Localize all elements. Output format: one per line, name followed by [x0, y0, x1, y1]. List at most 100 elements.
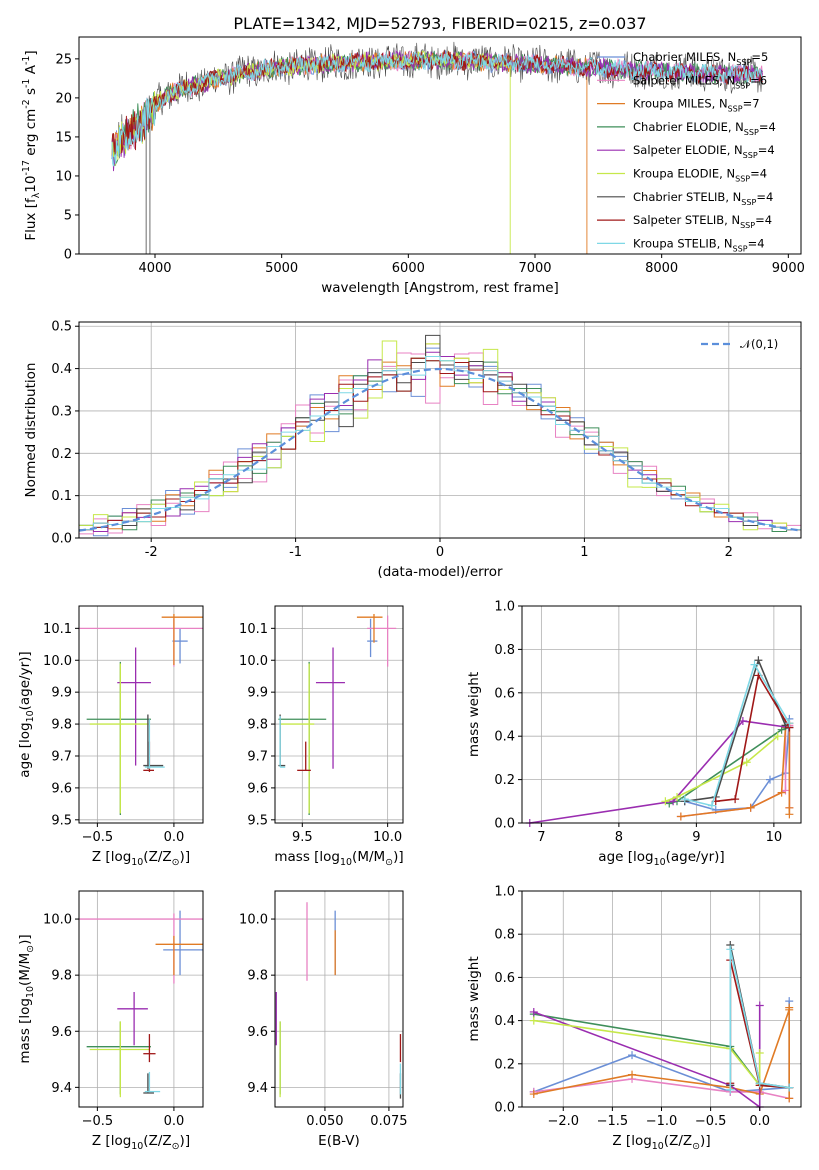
- weight-marker: [628, 1070, 637, 1079]
- y-tick-label: 25: [55, 52, 72, 67]
- errorbar-kroupa-elodie: [280, 663, 315, 814]
- weight-marker: [785, 810, 794, 819]
- y-tick-label: 10.0: [239, 913, 268, 928]
- weight-marker: [750, 660, 759, 669]
- errorbar-kroupa-miles: [155, 935, 203, 976]
- x-tick-label: 9000: [772, 261, 805, 276]
- y-tick-label: 0.0: [494, 1101, 515, 1116]
- weight-marker: [529, 1090, 538, 1099]
- errorbar-kroupa-stelib: [144, 719, 165, 769]
- weight-marker: [754, 656, 763, 665]
- weight-marker: [785, 1003, 794, 1012]
- y-tick-label: 0.5: [51, 320, 72, 335]
- weight-marker: [755, 1001, 764, 1010]
- y-tick-label: 1.0: [494, 885, 515, 900]
- weight-marker: [777, 788, 786, 797]
- x-tick-label: 5000: [265, 261, 298, 276]
- weight-marker: [726, 1085, 735, 1094]
- y-tick-label: 20: [55, 91, 72, 106]
- legend-entry: Chabrier ELODIE, NSSP=4: [633, 120, 776, 137]
- y-tick-label: 9.6: [51, 781, 72, 796]
- x-tick-label: 9: [692, 830, 700, 845]
- y-axis-label: age [log10(age/yr)]: [17, 651, 36, 777]
- weight-marker: [628, 1051, 637, 1060]
- spectrum-kroupa-stelib: [111, 50, 763, 167]
- errorbar-kroupa-stelib: [279, 716, 286, 768]
- x-tick-label: 6000: [392, 261, 425, 276]
- y-tick-label: 9.7: [247, 749, 268, 764]
- y-tick-label: 9.7: [51, 749, 72, 764]
- y-tick-label: 0.4: [51, 362, 72, 377]
- y-tick-label: 1.0: [494, 600, 515, 615]
- y-tick-label: 0.0: [51, 532, 72, 547]
- weight-marker: [742, 758, 751, 767]
- weights-kroupa-stelib: [680, 660, 794, 810]
- x-axis-label: (data-model)/error: [377, 564, 503, 580]
- legend-entry: Salpeter MILES, NSSP=6: [633, 73, 767, 90]
- plot-frame: [274, 890, 404, 1108]
- x-tick-label: −0.5: [82, 1114, 114, 1129]
- weights-kroupa-elodie: [661, 732, 782, 806]
- y-tick-label: 15: [55, 130, 72, 145]
- errorbar-chabrier-miles: [172, 628, 188, 664]
- spectrum-legend: Chabrier MILES, NSSP=5 Salpeter MILES, NS…: [597, 50, 776, 253]
- errorbar-salpeter-elodie: [117, 647, 151, 766]
- x-tick-label: 4000: [138, 261, 171, 276]
- errorbar-salpeter-stelib: [297, 741, 311, 771]
- y-axis-label: Flux [fλ10-17 erg cm-2 s-1 A-1]: [21, 50, 42, 240]
- y-tick-label: 10.0: [239, 654, 268, 669]
- x-axis-label: E(B-V): [318, 1133, 360, 1149]
- y-tick-label: 0: [64, 248, 72, 263]
- legend-entry: Salpeter ELODIE, NSSP=4: [633, 143, 775, 160]
- y-tick-label: 9.8: [51, 718, 72, 733]
- plot-frame: [78, 890, 204, 1108]
- y-tick-label: 10.1: [239, 622, 268, 637]
- y-tick-label: 0.4: [494, 730, 515, 745]
- x-tick-label: 10: [766, 830, 783, 845]
- axes-frame-4: 7 8 9 10 0.0 0.2 0.4 0.6 0.8 1.0 age [log10(age/yr…: [466, 600, 802, 868]
- x-axis-label: Z [log10(Z/Z⊙)]: [92, 1133, 190, 1152]
- y-tick-label: 0.0: [494, 817, 515, 832]
- errorbar-salpeter-elodie: [315, 647, 345, 769]
- chart-title: PLATE=1342, MJD=52793, FIBERID=0215, z=0…: [233, 14, 646, 33]
- x-tick-label: 10.0: [373, 830, 402, 845]
- y-tick-label: 9.9: [247, 686, 268, 701]
- spectrum-salpeter-stelib: [111, 49, 763, 160]
- weight-marker: [529, 1007, 538, 1016]
- x-tick-label: -2: [145, 545, 158, 560]
- errorbars-5: [79, 910, 203, 1098]
- axes-frame-7: −2.0 −1.5 −1.0 −0.5 0.0 0.0 0.2 0.4 0.6 0.8 1.0 Z […: [466, 885, 802, 1152]
- errorbar-chabrier-miles: [163, 910, 203, 976]
- weight-marker: [673, 792, 681, 801]
- x-axis-label: wavelength [Angstrom, rest frame]: [321, 280, 559, 296]
- y-tick-label: 9.6: [51, 1025, 72, 1040]
- plot-frame: [78, 36, 802, 255]
- y-tick-label: 0.8: [494, 928, 515, 943]
- x-tick-label: 0.0: [164, 830, 185, 845]
- weight-lines-7: [529, 941, 794, 1111]
- x-tick-label: 7000: [518, 261, 551, 276]
- legend-entry: Chabrier MILES, NSSP=5: [633, 50, 768, 67]
- axes-frame-3: 9.5 10.0 9.5 9.6 9.7 9.8 9.9 10.0 10.1 mass [log1…: [239, 605, 404, 868]
- weight-marker: [755, 1049, 764, 1057]
- x-tick-label: 8000: [645, 261, 678, 276]
- y-tick-label: 9.8: [247, 969, 268, 984]
- x-tick-label: 8: [615, 830, 623, 845]
- y-tick-label: 9.5: [51, 813, 72, 828]
- y-tick-label: 10: [55, 169, 72, 184]
- normal-curve: [79, 367, 801, 532]
- errorbar-kroupa-stelib: [144, 1071, 161, 1093]
- y-tick-label: 9.4: [247, 1081, 268, 1096]
- legend-entry: Kroupa MILES, NSSP=7: [633, 97, 760, 114]
- weights-kroupa-stelib: [726, 945, 794, 1094]
- weight-lines-4: [525, 656, 794, 827]
- x-tick-label: −2.0: [547, 1114, 579, 1129]
- weight-marker: [785, 1083, 794, 1092]
- errorbar-chabrier-stelib: [143, 1073, 155, 1094]
- y-tick-label: 0.2: [51, 447, 72, 462]
- errorbar-salpeter-miles: [367, 615, 397, 667]
- y-tick-label: 0.6: [494, 971, 515, 986]
- histograms: [79, 334, 801, 538]
- x-tick-label: 7: [537, 830, 545, 845]
